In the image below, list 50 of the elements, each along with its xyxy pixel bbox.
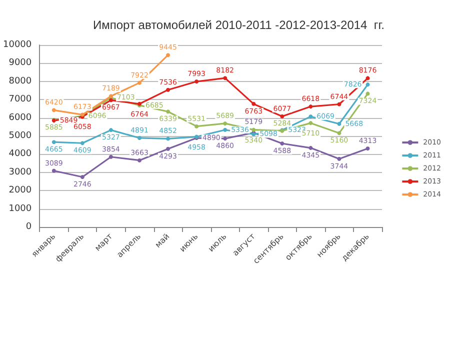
point [52,108,56,112]
point [337,102,342,106]
point [366,82,370,87]
point [108,154,113,159]
point [52,168,56,173]
point [137,80,142,85]
point [280,114,284,118]
y-tick-label: 8000 [8,76,32,86]
point [166,88,170,92]
point [108,128,113,132]
y-tick-label: 10000 [2,40,32,50]
point [137,158,142,162]
y-tick-label: 7000 [8,94,32,105]
point [194,80,199,84]
point [308,114,313,119]
point [223,136,228,141]
point [337,131,342,136]
point [252,102,256,106]
point [194,124,199,128]
point [223,76,228,80]
point [223,128,228,132]
point [252,128,256,132]
y-tick-label: 0 [26,222,32,232]
chart-title: Импорт автомобилей 2010-2011 -2012-2013-2014 гг. [93,18,385,32]
y-tick-label: 4000 [8,149,32,160]
point [337,122,342,126]
point [308,146,313,150]
y-tick-label: 6000 [8,112,32,123]
y-tick-label: 2000 [8,186,32,196]
y-tick-label: 1000 [8,204,32,214]
point [337,156,342,161]
point [108,98,113,102]
point [223,121,228,126]
point [280,142,284,146]
y-tick-label: 3000 [8,167,32,178]
point [366,92,370,96]
y-tick-label: 9000 [8,58,32,68]
point [166,53,170,58]
point [366,146,370,150]
point [166,110,170,114]
point [308,121,313,126]
point [166,146,170,151]
point [366,76,370,80]
point [308,104,313,109]
point [166,136,170,141]
point [80,175,84,180]
point [137,136,142,140]
point [52,140,56,144]
y-tick-label: 5000 [8,131,32,141]
point [80,141,84,146]
